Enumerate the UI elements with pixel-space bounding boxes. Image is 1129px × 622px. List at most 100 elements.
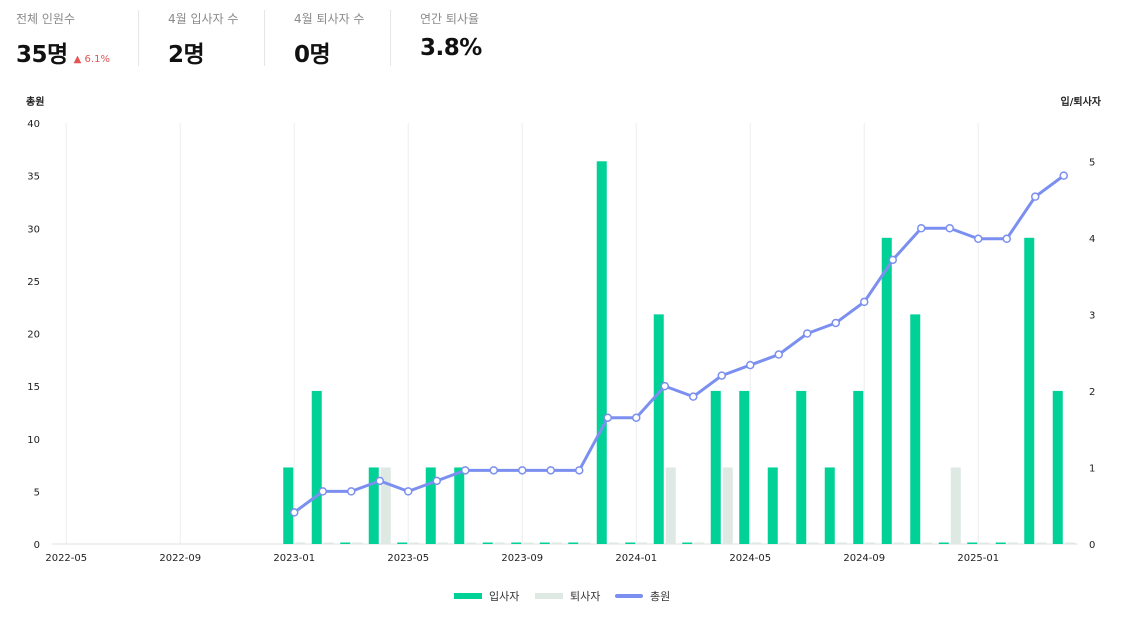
left-y-tick-label: 25	[27, 277, 40, 288]
total-point	[518, 466, 527, 475]
exits-bar	[836, 542, 847, 544]
total-point	[774, 350, 783, 359]
legend-label: 퇴사자	[570, 590, 600, 603]
x-tick-label: 2023-05	[387, 553, 429, 564]
hires-bar	[767, 467, 778, 544]
exits-bar	[409, 542, 420, 544]
legend-label: 총원	[650, 590, 670, 603]
total-point	[1059, 171, 1068, 180]
exits-bar	[494, 542, 505, 544]
kpi-label: 전체 인원수	[16, 12, 76, 26]
exits-bar	[380, 467, 391, 544]
right-y-tick-label: 4	[1089, 234, 1095, 245]
hires-bar	[397, 542, 408, 544]
left-y-tick-label: 40	[27, 119, 40, 130]
total-point	[290, 508, 299, 517]
exits-bar	[751, 542, 762, 544]
exits-bar	[551, 542, 562, 544]
hires-bar	[340, 542, 351, 544]
total-point	[546, 466, 555, 475]
exits-bar	[523, 542, 534, 544]
left-y-tick-label: 15	[27, 382, 40, 393]
total-point	[632, 413, 641, 422]
exits-bar	[808, 542, 819, 544]
exits-bar	[580, 542, 591, 544]
total-point	[917, 224, 926, 233]
hires-bar	[824, 467, 835, 544]
legend-label: 입사자	[489, 590, 519, 603]
left-axis-title: 총원	[26, 95, 44, 108]
hires-bar	[853, 390, 864, 544]
kpi-annual-turnover: 연간 퇴사율 3.8%	[420, 10, 482, 66]
total-point	[1002, 234, 1011, 244]
hires-bar	[283, 467, 294, 544]
right-y-tick-label: 3	[1089, 310, 1095, 321]
hires-bar	[682, 542, 693, 544]
total-point	[746, 360, 755, 370]
hires-bar	[454, 467, 465, 544]
x-tick-label: 2024-09	[843, 553, 885, 564]
total-point	[803, 329, 812, 338]
hires-bar	[1052, 390, 1063, 544]
x-tick-label: 2023-01	[273, 553, 315, 564]
legend-swatch	[615, 594, 643, 598]
hires-bar	[995, 542, 1006, 544]
hires-bar	[511, 542, 522, 544]
total-point	[603, 413, 612, 422]
hires-bar	[938, 542, 949, 544]
exits-bar	[608, 542, 619, 544]
exits-bar	[893, 542, 904, 544]
right-axis-title: 입/퇴사자	[1061, 95, 1102, 108]
total-point	[575, 466, 584, 475]
exits-bar	[1036, 542, 1047, 544]
exits-bar	[779, 542, 790, 544]
kpi-value: 0명	[294, 42, 331, 68]
legend-swatch	[454, 593, 482, 599]
kpi-value: 3.8%	[420, 35, 482, 61]
hires-bar	[368, 467, 379, 544]
left-y-tick-label: 30	[27, 224, 40, 235]
total-point	[974, 234, 983, 244]
exits-bar	[1007, 542, 1018, 544]
x-tick-label: 2023-09	[501, 553, 543, 564]
left-y-tick-label: 0	[34, 540, 40, 551]
exits-bar	[1064, 542, 1075, 544]
kpi-value-text: 35명	[16, 42, 68, 68]
left-y-tick-label: 5	[34, 487, 40, 498]
hires-bar	[796, 390, 807, 544]
exits-bar	[295, 542, 306, 544]
exits-bar	[722, 467, 733, 544]
kpi-monthly-hires: 4월 입사자 수 2명	[168, 10, 239, 68]
right-y-tick-label: 2	[1089, 387, 1095, 398]
total-line	[293, 174, 1065, 514]
total-point	[347, 487, 356, 496]
hires-bar	[967, 542, 978, 544]
total-point	[660, 381, 669, 391]
total-point	[689, 392, 698, 401]
hires-bar	[653, 314, 664, 544]
kpi-label: 4월 입사자 수	[168, 12, 239, 26]
kpi-label: 연간 퇴사율	[420, 12, 480, 26]
exits-bar	[323, 542, 334, 544]
kpi-delta-badge: ▲ 6.1%	[73, 54, 110, 65]
exits-bar	[665, 467, 676, 544]
kpi-divider	[390, 10, 391, 66]
left-y-tick-label: 20	[27, 330, 40, 341]
exits-bar	[466, 542, 477, 544]
hires-bar	[539, 542, 550, 544]
right-y-tick-label: 5	[1089, 157, 1095, 168]
exits-bar	[352, 542, 363, 544]
right-y-tick-label: 1	[1089, 463, 1095, 474]
exits-bar	[922, 542, 933, 544]
kpi-label: 4월 퇴사자 수	[294, 12, 365, 26]
exits-bar	[437, 542, 448, 544]
exits-bar	[979, 542, 990, 544]
legend-swatch	[535, 593, 563, 599]
total-point	[489, 466, 498, 475]
total-point	[375, 476, 384, 486]
hires-bar	[625, 542, 636, 544]
total-point	[945, 224, 954, 233]
total-point	[318, 487, 327, 496]
kpi-total-headcount: 전체 인원수 35명 ▲ 6.1%	[16, 10, 110, 68]
